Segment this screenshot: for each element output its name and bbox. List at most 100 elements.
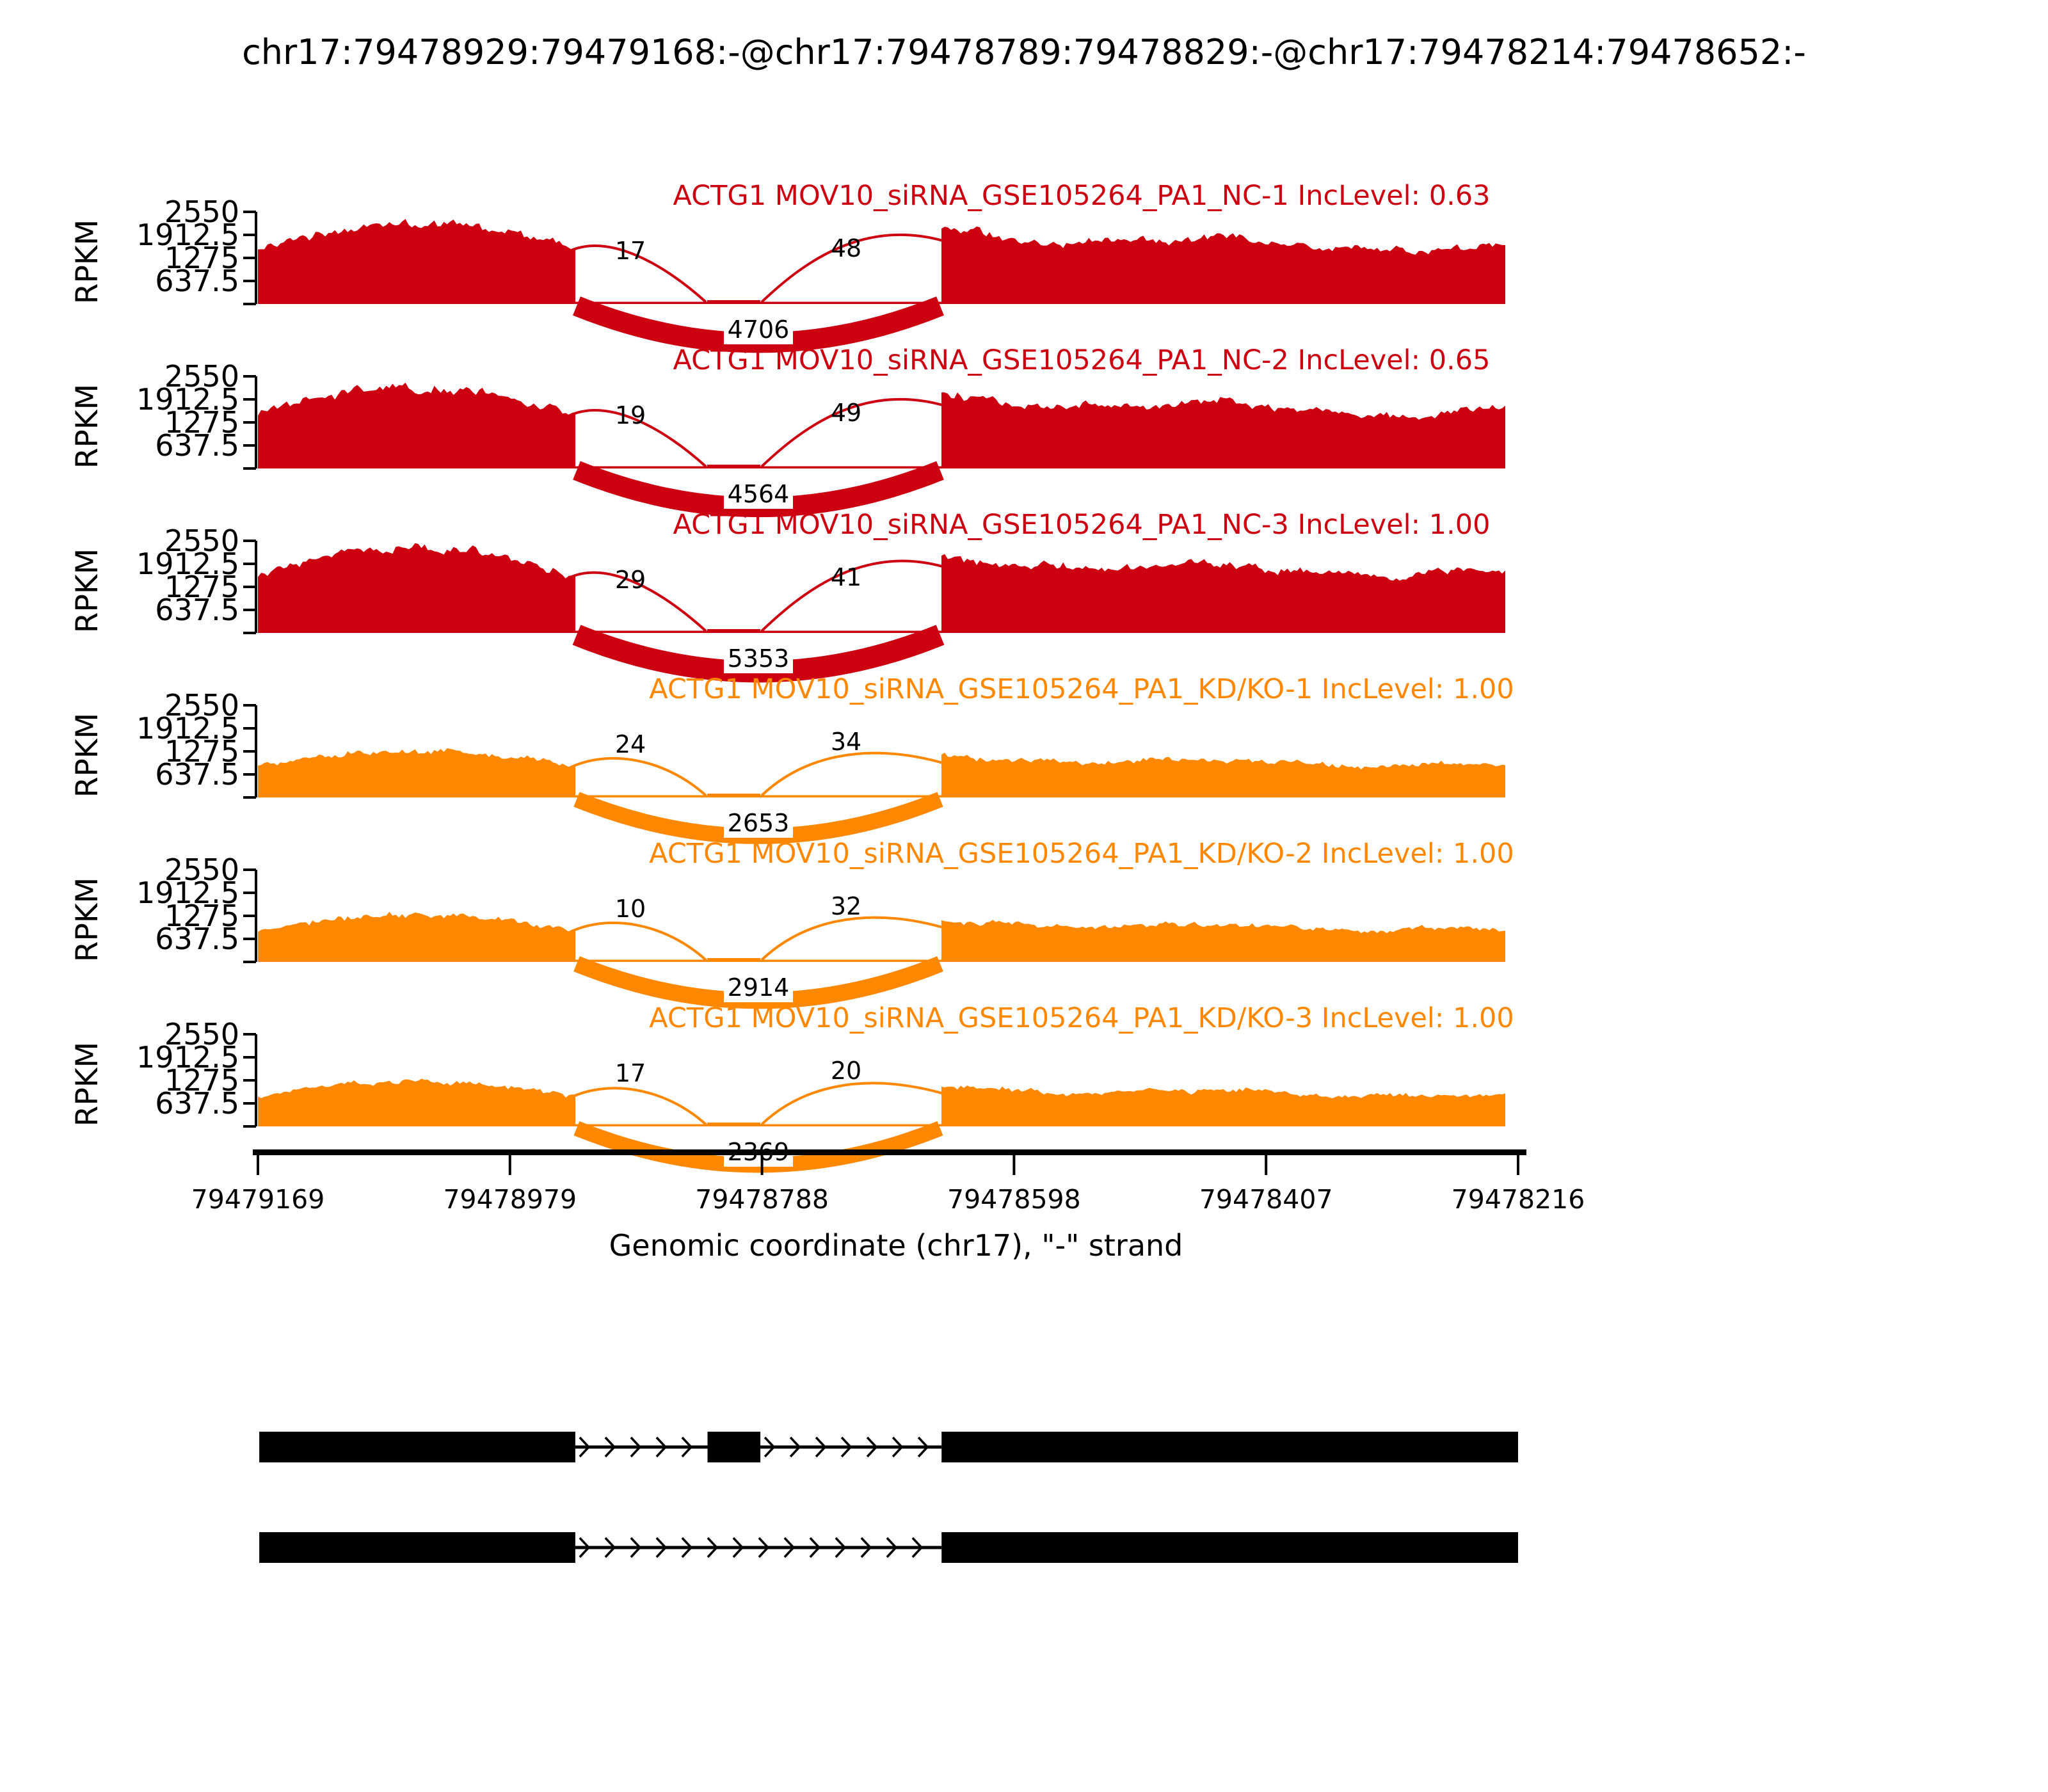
coverage-area — [258, 911, 1505, 962]
strand-arrow-icon — [911, 1537, 924, 1558]
strand-arrow-icon — [681, 1537, 693, 1558]
coverage-area — [258, 543, 1505, 633]
junction-arc-skipped-to-downstream — [760, 916, 944, 961]
strand-arrow-icon — [579, 1537, 591, 1558]
strand-arrow-icon — [886, 1537, 898, 1558]
y-axis-title: RPKM — [70, 713, 105, 797]
y-tick-label: 1275 — [164, 899, 239, 933]
junction-arc-upstream-to-skipped — [566, 244, 707, 303]
junction-arc-upstream-to-skipped — [566, 1087, 707, 1126]
y-tick-label: 1275 — [164, 1063, 239, 1098]
junction-arc-skipped-to-downstream — [760, 559, 944, 632]
x-tick-label: 79478598 — [947, 1184, 1081, 1215]
y-tick-label: 1912.5 — [136, 218, 239, 252]
junction-count-right: 32 — [831, 892, 861, 920]
y-axis-title: RPKM — [70, 1042, 105, 1126]
junction-count-left: 24 — [615, 730, 646, 758]
sashimi-track: ACTG1 MOV10_siRNA_GSE105264_PA1_KD/KO-2 … — [70, 838, 1514, 1009]
junction-count-skip: 2653 — [728, 809, 790, 837]
strand-arrow-icon — [783, 1537, 796, 1558]
strand-arrow-icon — [892, 1436, 904, 1458]
junction-count-skip-bg — [724, 316, 793, 344]
y-tick-label: 2550 — [164, 195, 239, 229]
y-tick-label: 2550 — [164, 524, 239, 558]
junction-arc-skipped-to-downstream — [760, 397, 944, 468]
junction-count-right: 20 — [831, 1057, 861, 1085]
track-title: ACTG1 MOV10_siRNA_GSE105264_PA1_NC-3 Inc… — [673, 509, 1490, 541]
strand-arrow-icon — [604, 1537, 616, 1558]
x-tick-label: 79478788 — [695, 1184, 829, 1215]
junction-arc-skipped-to-downstream — [760, 233, 944, 303]
strand-arrow-icon — [655, 1537, 668, 1558]
exon-box — [259, 1432, 575, 1462]
transcript-1 — [259, 1432, 1518, 1462]
y-axis-title: RPKM — [70, 220, 105, 304]
y-axis-title: RPKM — [70, 384, 105, 468]
sashimi-track: ACTG1 MOV10_siRNA_GSE105264_PA1_KD/KO-3 … — [70, 1002, 1514, 1173]
x-tick-label: 79479169 — [191, 1184, 325, 1215]
junction-count-skip: 2914 — [728, 973, 790, 1002]
sashimi-track: ACTG1 MOV10_siRNA_GSE105264_PA1_NC-1 Inc… — [70, 180, 1505, 353]
junction-count-skip: 4706 — [728, 316, 790, 344]
y-tick-label: 637.5 — [155, 593, 239, 627]
junction-count-left: 17 — [615, 237, 646, 265]
strand-arrow-icon — [604, 1436, 616, 1458]
junction-count-right: 48 — [831, 234, 861, 262]
y-tick-label: 2550 — [164, 688, 239, 723]
strand-arrow-icon — [866, 1436, 878, 1458]
coverage-area — [258, 219, 1505, 304]
junction-count-skip: 4564 — [728, 480, 790, 508]
strand-arrow-icon — [840, 1436, 852, 1458]
y-tick-label: 1275 — [164, 570, 239, 604]
strand-arrow-icon — [860, 1537, 872, 1558]
junction-count-left: 10 — [615, 895, 646, 923]
strand-arrow-icon — [815, 1436, 827, 1458]
strand-arrow-icon — [835, 1537, 847, 1558]
y-tick-label: 1912.5 — [136, 876, 239, 910]
coverage-area — [258, 382, 1505, 468]
genomic-x-axis: 79479169 79478979 79478788 79478598 79478407… — [191, 1149, 1585, 1215]
figure-title: chr17:79478929:79479168:-@chr17:79478789… — [242, 32, 1806, 72]
sashimi-track: ACTG1 MOV10_siRNA_GSE105264_PA1_NC-2 Inc… — [70, 344, 1505, 518]
y-tick-label: 1275 — [164, 405, 239, 440]
y-tick-label: 1912.5 — [136, 382, 239, 417]
junction-count-skip-bg — [724, 645, 793, 673]
gene-model — [259, 1432, 1518, 1563]
strand-arrow-icon — [655, 1436, 668, 1458]
track-title: ACTG1 MOV10_siRNA_GSE105264_PA1_KD/KO-2 … — [649, 838, 1514, 870]
y-tick-label: 1912.5 — [136, 711, 239, 746]
coverage-tracks: ACTG1 MOV10_siRNA_GSE105264_PA1_NC-1 Inc… — [70, 180, 1514, 1173]
x-tick-label: 79478407 — [1199, 1184, 1333, 1215]
strand-arrow-icon — [630, 1436, 642, 1458]
y-tick-label: 1912.5 — [136, 1040, 239, 1075]
sashimi-track: ACTG1 MOV10_siRNA_GSE105264_PA1_KD/KO-1 … — [70, 673, 1514, 844]
exon-box — [941, 1532, 1518, 1563]
coverage-area — [258, 1078, 1505, 1126]
sashimi-track: ACTG1 MOV10_siRNA_GSE105264_PA1_NC-3 Inc… — [70, 509, 1505, 683]
track-title: ACTG1 MOV10_siRNA_GSE105264_PA1_NC-1 Inc… — [673, 180, 1490, 212]
junction-count-right: 49 — [831, 399, 861, 427]
y-tick-label: 2550 — [164, 852, 239, 887]
exon-box — [941, 1432, 1518, 1462]
strand-arrow-icon — [789, 1436, 801, 1458]
junction-count-skip-bg — [724, 481, 793, 509]
strand-arrow-icon — [579, 1436, 591, 1458]
y-tick-label: 1275 — [164, 734, 239, 769]
track-title: ACTG1 MOV10_siRNA_GSE105264_PA1_KD/KO-3 … — [649, 1002, 1514, 1034]
junction-arc-upstream-to-skipped — [566, 571, 707, 632]
coverage-area — [258, 748, 1505, 797]
y-tick-label: 2550 — [164, 1017, 239, 1052]
transcript-2 — [259, 1532, 1518, 1563]
y-tick-label: 637.5 — [155, 922, 239, 956]
y-tick-label: 2550 — [164, 359, 239, 394]
strand-arrow-icon — [758, 1537, 770, 1558]
junction-arc-skipped-to-downstream — [760, 1082, 944, 1126]
strand-arrow-icon — [917, 1436, 929, 1458]
junction-arc-upstream-to-skipped — [566, 922, 707, 961]
strand-arrow-icon — [764, 1436, 776, 1458]
junction-count-skip: 5353 — [728, 644, 790, 673]
y-tick-label: 1275 — [164, 241, 239, 275]
x-tick-label: 79478216 — [1452, 1184, 1585, 1215]
strand-arrow-icon — [681, 1436, 693, 1458]
